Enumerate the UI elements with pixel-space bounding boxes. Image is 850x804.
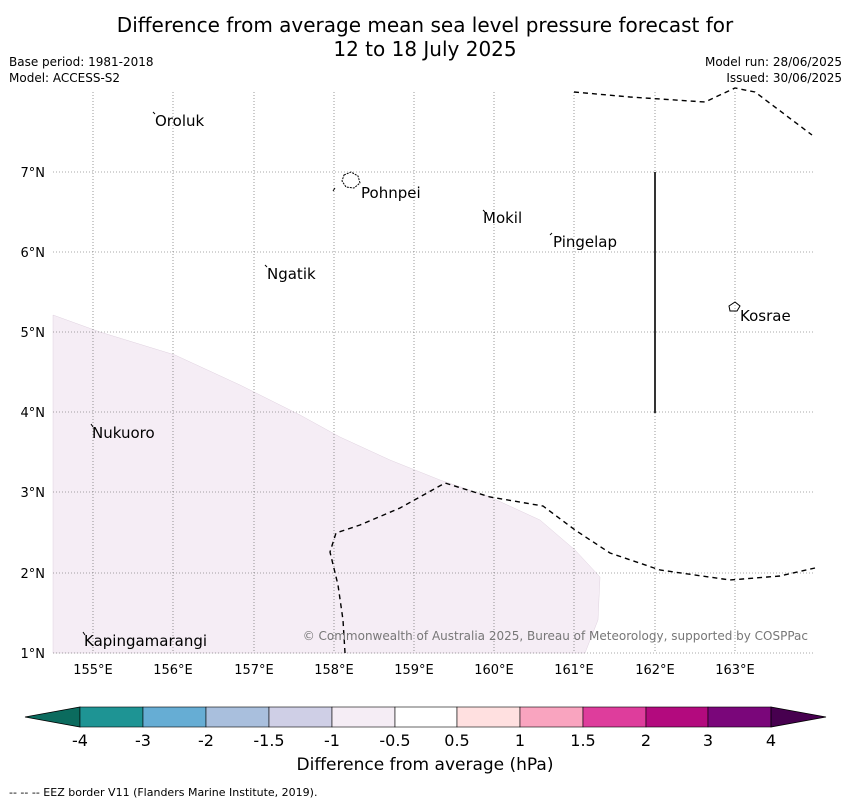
lat-7n: 7°N <box>21 166 46 181</box>
lon-160e: 160°E <box>474 663 514 678</box>
place-ngatik: Ngatik <box>267 265 316 283</box>
place-pingelap: Pingelap <box>553 233 617 251</box>
lat-labels: 7°N 6°N 5°N 4°N 3°N 2°N 1°N <box>21 166 46 662</box>
island-outlines <box>82 111 741 636</box>
lat-1n: 1°N <box>21 647 46 662</box>
cbar-label-7: 1 <box>515 731 525 750</box>
colorbar-bin-4 <box>331 706 396 728</box>
cbar-label-0: -4 <box>72 731 88 750</box>
lon-155e: 155°E <box>73 663 113 678</box>
cbar-label-10: 3 <box>703 731 713 750</box>
cbar-label-5: -0.5 <box>379 731 410 750</box>
anomaly-shading <box>52 314 601 654</box>
lon-157e: 157°E <box>234 663 274 678</box>
cbar-label-9: 2 <box>641 731 651 750</box>
colorbar-bin-3 <box>268 706 333 728</box>
pohnpei-outline <box>341 171 361 189</box>
copyright-notice: © Commonwealth of Australia 2025, Bureau… <box>303 629 808 643</box>
lon-161e: 161°E <box>554 663 594 678</box>
lon-labels: 155°E 156°E 157°E 158°E 159°E 160°E 161°… <box>73 663 755 678</box>
place-kosrae: Kosrae <box>740 307 791 325</box>
colorbar-bin-2 <box>205 706 270 728</box>
eez-borders <box>329 87 816 654</box>
place-mokil: Mokil <box>483 209 522 227</box>
lat-5n: 5°N <box>21 326 46 341</box>
colorbar-bin-9 <box>645 706 709 728</box>
base-period: Base period: 1981-2018 <box>9 55 154 69</box>
lat-6n: 6°N <box>21 246 46 261</box>
cbar-label-1: -3 <box>135 731 151 750</box>
eez-legend: -- -- -- EEZ border V11 (Flanders Marine… <box>9 786 318 799</box>
graticule <box>53 92 815 654</box>
lat-3n: 3°N <box>21 486 46 501</box>
colorbar-bin-8 <box>582 706 647 728</box>
colorbar-bin-5 <box>394 706 458 728</box>
meta-right: Model run: 28/06/2025 Issued: 30/06/2025 <box>705 54 842 86</box>
title-line-1: Difference from average mean sea level p… <box>116 13 734 37</box>
meta-left: Base period: 1981-2018 Model: ACCESS-S2 <box>9 54 154 86</box>
lon-163e: 163°E <box>715 663 755 678</box>
lon-158e: 158°E <box>314 663 354 678</box>
lat-2n: 2°N <box>21 567 46 582</box>
place-pohnpei: Pohnpei <box>361 184 421 202</box>
lon-162e: 162°E <box>635 663 675 678</box>
colorbar-bin-1 <box>142 706 207 728</box>
model-name: Model: ACCESS-S2 <box>9 71 121 85</box>
place-oroluk: Oroluk <box>155 112 204 130</box>
colorbar-labels: -4 -3 -2 -1.5 -1 -0.5 0.5 1 1.5 2 3 4 <box>72 731 776 750</box>
issued-date: Issued: 30/06/2025 <box>726 71 842 85</box>
cbar-label-6: 0.5 <box>444 731 469 750</box>
colorbar-bin-6 <box>456 706 521 728</box>
place-nukuoro: Nukuoro <box>92 424 155 442</box>
lat-4n: 4°N <box>21 406 46 421</box>
cbar-label-2: -2 <box>198 731 214 750</box>
place-labels: Oroluk Pohnpei Mokil Pingelap Ngatik Kos… <box>84 112 791 650</box>
colorbar-high-extend <box>770 706 827 728</box>
cbar-label-4: -1 <box>324 731 340 750</box>
map-title: Difference from average mean sea level p… <box>0 13 850 61</box>
title-line-2: 12 to 18 July 2025 <box>333 37 517 61</box>
place-kapingamarangi: Kapingamarangi <box>84 632 207 650</box>
colorbar <box>24 706 827 728</box>
lon-159e: 159°E <box>394 663 434 678</box>
colorbar-low-extend <box>24 706 81 728</box>
cbar-label-11: 4 <box>766 731 776 750</box>
colorbar-bin-7 <box>519 706 584 728</box>
cbar-label-3: -1.5 <box>253 731 284 750</box>
colorbar-bin-10 <box>707 706 772 728</box>
lon-156e: 156°E <box>153 663 193 678</box>
colorbar-bin-0 <box>79 706 144 728</box>
colorbar-title: Difference from average (hPa) <box>296 755 554 775</box>
kosrae-outline <box>728 301 741 312</box>
model-run: Model run: 28/06/2025 <box>704 55 842 69</box>
cbar-label-8: 1.5 <box>570 731 595 750</box>
